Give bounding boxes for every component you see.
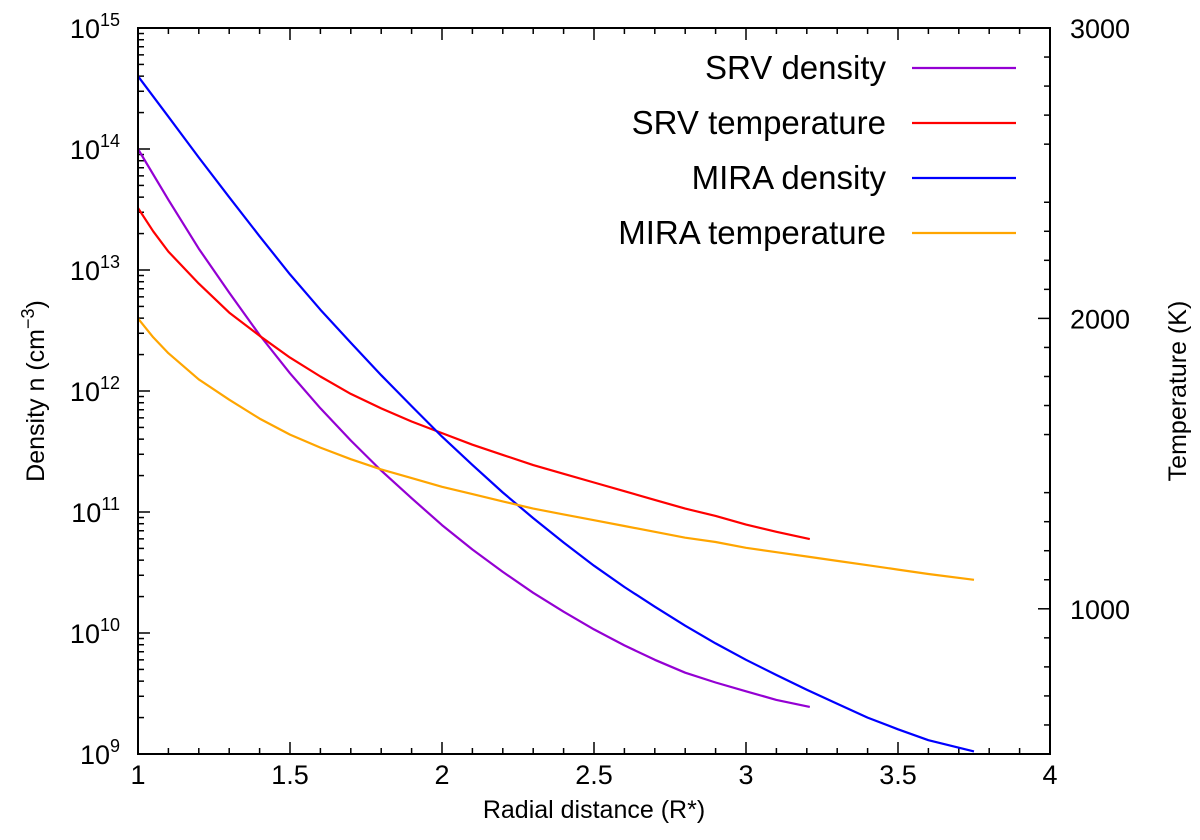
legend-label-srv-density: SRV density [705, 49, 886, 86]
y-left-tick-label: 109 [80, 736, 120, 770]
x-tick-label: 2 [434, 760, 449, 790]
legend-label-srv-temperature: SRV temperature [632, 104, 886, 141]
y-left-tick-exponent: 12 [100, 373, 120, 393]
y-left-tick-base: 10 [70, 619, 100, 649]
x-tick-label: 1 [130, 760, 145, 790]
y-left-tick-label: 1012 [70, 373, 120, 407]
legend-label-mira-density: MIRA density [692, 159, 887, 196]
series-line-srv-density [137, 148, 811, 708]
x-tick-label: 3.5 [879, 760, 917, 790]
y-left-tick-label: 1013 [70, 252, 120, 286]
y-left-tick-base: 10 [70, 135, 100, 165]
series-line-mira-temperature [137, 317, 975, 581]
y-left-tick-exponent: 11 [101, 494, 120, 514]
x-tick-label: 4 [1042, 760, 1057, 790]
y-left-tick-base: 10 [70, 14, 100, 44]
x-tick-label: 1.5 [271, 760, 309, 790]
y-right-tick-label: 3000 [1070, 14, 1130, 44]
left-axis-title-base: Density n (cm [22, 329, 50, 482]
y-left-tick-base: 10 [80, 740, 110, 770]
y-left-tick-exponent: 14 [100, 131, 120, 151]
y-left-tick-exponent: 10 [100, 615, 120, 635]
tick-labels: 1 1.5 2 2.5 3 3.5 4109101010111012101310141015… [70, 10, 1130, 790]
tick-marks [137, 27, 1051, 755]
y-left-tick-exponent: 13 [100, 252, 120, 272]
series-line-srv-temperature [137, 207, 811, 541]
plot-frame [137, 27, 1051, 755]
series-line-mira-density [137, 75, 975, 753]
y-left-tick-label: 1015 [70, 10, 120, 44]
y-left-tick-exponent: 15 [100, 10, 120, 30]
y-left-tick-base: 10 [71, 498, 101, 528]
series-lines [137, 75, 975, 753]
y-left-tick-label: 1010 [70, 615, 120, 649]
left-axis-title-end: ) [22, 300, 50, 308]
x-axis-title: Radial distance (R*) [483, 796, 705, 824]
legend-label-mira-temperature: MIRA temperature [618, 214, 886, 251]
y-left-tick-exponent: 9 [110, 736, 120, 756]
left-axis-title-exponent: −3 [18, 308, 38, 329]
y-left-tick-label: 1014 [70, 131, 120, 165]
left-axis-title: Density n (cm−3) [18, 300, 50, 482]
y-right-tick-label: 2000 [1070, 304, 1130, 334]
y-left-tick-base: 10 [70, 377, 100, 407]
legend: SRV density SRV temperature MIRA density MI… [618, 49, 1016, 251]
y-left-tick-label: 1011 [71, 494, 120, 528]
y-right-tick-label: 1000 [1070, 595, 1130, 625]
x-tick-label: 2.5 [575, 760, 613, 790]
x-tick-label: 3 [738, 760, 753, 790]
y-left-tick-base: 10 [70, 256, 100, 286]
right-axis-title: Temperature (K) [1164, 301, 1192, 482]
